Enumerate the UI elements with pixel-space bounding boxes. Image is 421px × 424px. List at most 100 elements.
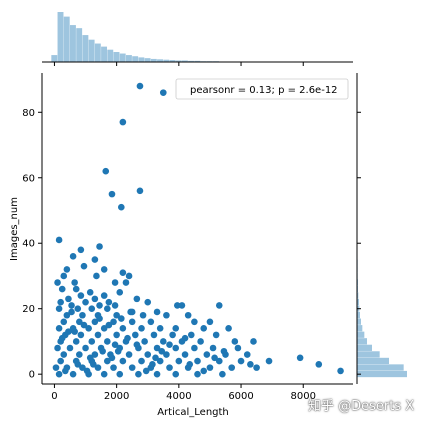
scatter-point (209, 344, 217, 352)
x-tick-label: 2000 (104, 391, 129, 402)
scatter-point (119, 325, 127, 332)
x-tick-label: 8000 (291, 391, 316, 402)
scatter-point (104, 338, 111, 345)
scatter-point (83, 367, 91, 375)
scatter-point (93, 272, 100, 280)
scatter-point (125, 272, 133, 280)
scatter-point (118, 315, 125, 322)
y-hist-bar (357, 351, 380, 358)
y-hist-bar (357, 331, 365, 338)
scatter-point (85, 325, 92, 332)
y-tick-label: 60 (22, 173, 35, 184)
scatter-point (149, 361, 156, 368)
scatter-point (91, 318, 99, 326)
y-hist-bar (357, 370, 407, 378)
x-hist-bar (82, 35, 89, 62)
scatter-point (55, 325, 63, 332)
scatter-point (52, 364, 60, 371)
scatter-point (79, 311, 86, 319)
scatter-point (163, 351, 170, 358)
scatter-point (127, 308, 134, 316)
y-hist-bar (357, 357, 389, 365)
scatter-point (194, 357, 201, 365)
scatter-point (136, 82, 144, 90)
y-tick-label: 20 (22, 304, 35, 315)
scatter-point (158, 347, 166, 355)
scatter-point (119, 269, 127, 276)
scatter-point (111, 302, 119, 309)
scatter-point (250, 338, 257, 345)
x-hist-bar (88, 39, 95, 62)
scatter-point (220, 347, 228, 355)
watermark: 知乎 @Deserts X (308, 399, 415, 414)
legend-box (175, 78, 349, 100)
scatter-point (69, 253, 77, 260)
scatter-point (243, 351, 251, 358)
scatter-point (105, 298, 113, 306)
x-hist-bar (175, 60, 182, 62)
scatter-point (66, 344, 74, 352)
scatter-point (166, 341, 173, 349)
scatter-point (128, 318, 136, 326)
scatter-point (147, 318, 155, 326)
scatter-point (68, 302, 75, 309)
legend: pearsonr = 0.13; p = 2.6e-12 (175, 78, 349, 100)
scatter-point (72, 338, 80, 345)
scatter-point (96, 315, 103, 322)
y-tick-label: 40 (22, 239, 35, 250)
scatter-point (113, 311, 120, 319)
scatter-point (55, 370, 63, 378)
scatter-point (72, 285, 80, 293)
scatter-point (74, 361, 82, 368)
scatter-point (58, 285, 66, 293)
scatter-point (144, 298, 152, 306)
scatter-points (52, 82, 344, 378)
x-tick-label: 0 (51, 391, 57, 402)
scatter-point (122, 279, 130, 286)
x-hist-bar (132, 56, 139, 62)
scatter-point (116, 289, 124, 296)
x-tick-label: 4000 (166, 391, 191, 402)
scatter-point (219, 370, 226, 378)
scatter-point (166, 364, 173, 371)
scatter-point (172, 325, 180, 332)
x-hist-bar (76, 28, 83, 62)
scatter-point (194, 370, 201, 378)
x-marginal-histogram (51, 12, 344, 62)
scatter-point (96, 243, 103, 250)
scatter-point (136, 187, 144, 195)
scatter-point (114, 347, 122, 355)
scatter-point (69, 370, 77, 378)
scatter-point (74, 305, 82, 313)
scatter-point (211, 354, 218, 362)
scatter-point (133, 341, 141, 349)
scatter-point (206, 318, 214, 326)
scatter-point (77, 331, 85, 339)
scatter-point (60, 351, 68, 358)
scatter-point (94, 364, 102, 371)
scatter-point (104, 357, 111, 365)
scatter-point (71, 279, 78, 286)
y-hist-bar (357, 325, 363, 332)
scatter-point (234, 344, 242, 352)
scatter-point (175, 357, 183, 365)
scatter-point (111, 341, 119, 349)
scatter-point (133, 295, 141, 303)
x-hist-bar (113, 52, 120, 62)
scatter-point (142, 367, 150, 375)
scatter-point (265, 357, 273, 365)
scatter-point (119, 357, 127, 365)
scatter-point (104, 305, 111, 313)
scatter-point (247, 361, 254, 368)
x-hist-bar (94, 43, 101, 62)
y-hist-bar (357, 344, 372, 351)
scatter-point (80, 262, 88, 270)
scatter-point (150, 331, 158, 339)
scatter-point (86, 289, 94, 296)
x-hist-bar (125, 55, 132, 62)
scatter-point (138, 325, 145, 332)
scatter-point (86, 354, 94, 362)
y-marginal-histogram (357, 89, 407, 378)
x-axis-ticks: 0 2000 4000 6000 8000 (51, 62, 316, 402)
scatter-point (82, 298, 89, 306)
